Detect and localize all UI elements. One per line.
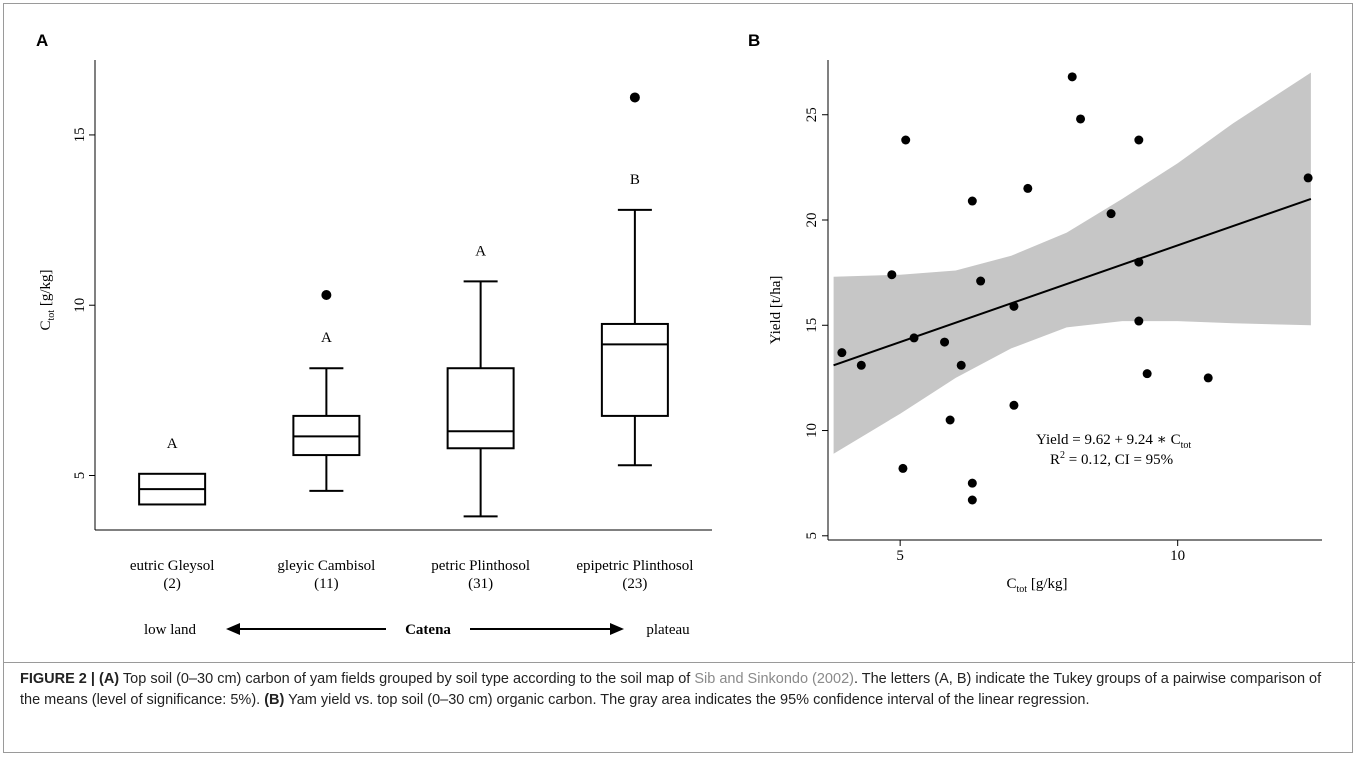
panel-b-y-tick-label: 5 [804,532,820,540]
caption-b-tag: (B) [264,692,285,708]
data-point [1023,183,1033,193]
data-point [837,348,847,358]
category-name-label: epipetric Plinthosol [576,558,693,574]
data-point [967,196,977,206]
data-point [901,135,911,145]
panel-b-y-tick-label: 25 [804,107,820,122]
catena-left-label: low land [144,622,197,638]
tukey-group-label: A [475,243,486,259]
box-petric-plinthosol: A [446,243,515,518]
panel-b-y-tick-label: 20 [804,213,820,228]
panel-b-axes: 5 10 15 20 25 5 10 [804,60,1322,564]
caption-a-tag: (A) [99,671,120,687]
data-point [945,415,955,425]
catena-arrow [226,623,624,635]
data-point [856,360,866,370]
panel-b-y-axis-label: Yield [t/ha] [768,276,784,345]
panel-label-b: B [748,31,760,50]
panel-b-x-axis-label: Ctot [g/kg] [1007,576,1068,595]
data-point [1142,369,1152,379]
box-eutric-gleysol: A [138,436,207,506]
category-name-label: gleyic Cambisol [277,558,375,574]
data-point [1134,135,1144,145]
box-gleyic-cambisol: A [292,290,361,492]
box-iqr [446,367,515,450]
data-point [967,495,977,505]
panel-b-y-tick-label: 15 [804,318,820,333]
data-point [1134,316,1144,326]
data-point [1134,257,1144,267]
data-point [956,360,966,370]
panel-a-category-labels: eutric Gleysol (2) gleyic Cambisol (11) petr… [130,558,694,592]
panel-a-axes: 5 10 15 [72,60,712,531]
data-point [1106,209,1116,219]
caption-a-text: Top soil (0–30 cm) carbon of yam fields … [119,671,695,687]
data-point [1009,400,1019,410]
box-outlier [321,290,332,300]
category-name-label: petric Plinthosol [431,558,530,574]
data-point [940,337,950,347]
tukey-group-label: B [630,172,640,188]
data-point [1303,173,1313,183]
tukey-group-label: A [321,330,332,346]
confidence-band [833,72,1311,454]
panel-label-a: A [36,31,48,50]
category-count-label: (31) [468,576,493,592]
catena-arrow-left-head [226,623,240,635]
box-outlier [629,92,640,103]
panel-a-boxes: A A A B [138,92,669,518]
data-point [976,276,986,286]
category-count-label: (11) [314,576,338,592]
panel-b-x-tick-label: 10 [1170,548,1185,564]
panel-b-scatter: 5 10 15 20 25 5 10 Yield [t/ha] Ctot [g/kg] Yi… [768,60,1322,595]
panel-a-y-tick-label: 5 [72,472,88,480]
regression-r2: R2 = 0.12, CI = 95% [1050,450,1173,468]
panel-a-y-axis-label: Ctot [g/kg] [38,270,57,331]
caption-a-text-2: . The letters (A, B) indicate the Tukey … [20,671,1322,708]
catena-center-label: Catena [405,622,451,638]
catena-arrow-right-head [610,623,624,635]
panel-b-y-tick-label: 10 [804,423,820,438]
data-point [967,478,977,488]
panel-a-y-tick-label: 15 [72,127,88,142]
data-point [1076,114,1086,124]
panel-b-points [837,72,1313,505]
category-count-label: (23) [622,576,647,592]
category-name-label: eutric Gleysol [130,558,215,574]
caption-citation-link[interactable]: Sib and Sinkondo (2002) [694,671,854,687]
caption-b-text: Yam yield vs. top soil (0–30 cm) organic… [284,692,1090,708]
regression-equation: Yield = 9.62 + 9.24 ∗ Ctot [1036,432,1191,451]
caption-title: FIGURE 2 | [20,671,99,687]
data-point [898,463,908,473]
panel-a-y-tick-label: 10 [72,298,88,313]
catena-right-label: plateau [646,622,690,638]
box-iqr [600,322,669,417]
caption-divider [3,662,1355,663]
data-point [1203,373,1213,383]
figure-caption: FIGURE 2 | (A) Top soil (0–30 cm) carbon… [20,669,1340,711]
box-epipetric-plinthosol: B [600,92,669,467]
figure-frame [3,3,1353,753]
panel-b-x-tick-label: 5 [896,548,904,564]
category-count-label: (2) [163,576,181,592]
data-point [887,270,897,280]
tukey-group-label: A [167,436,178,452]
data-point [1067,72,1077,82]
data-point [909,333,919,343]
panel-a-boxplot: 5 10 15 A A A B Ctot [g/kg] eutric Gleysol (2)… [38,60,712,638]
data-point [1009,301,1019,311]
